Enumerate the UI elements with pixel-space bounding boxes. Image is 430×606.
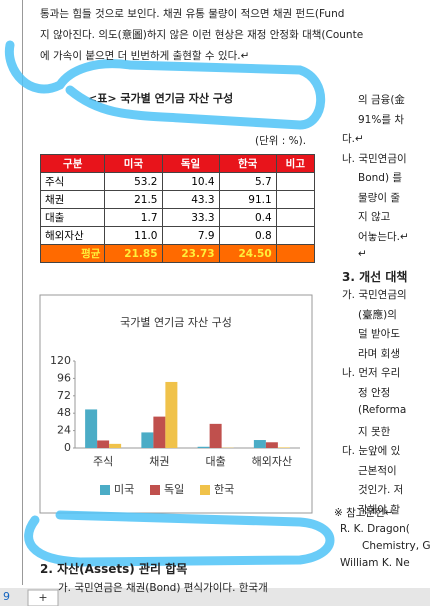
legend-swatch	[200, 485, 210, 495]
table-cell: 비고	[275, 154, 316, 173]
table-cell: 한국	[218, 154, 277, 173]
text-line: 각해야 할	[358, 503, 400, 516]
table-cell: 해외자산	[39, 226, 106, 245]
text-line: 정 안정	[358, 386, 391, 399]
text-line: 물량이 줄	[358, 191, 400, 204]
status-bar	[0, 588, 430, 606]
table-cell: 독일	[161, 154, 220, 173]
table-cell	[275, 244, 316, 263]
table-cell: 10.4	[161, 172, 220, 191]
text-line: 어놓는다.↵	[358, 230, 409, 243]
text-line: 다. 눈앞에 있	[342, 445, 401, 457]
x-tick-label: 주식	[93, 455, 113, 468]
y-tick-label: 0	[64, 441, 71, 454]
text-line: 가. 국민연금의	[342, 289, 407, 301]
bar	[165, 381, 178, 448]
bar	[197, 446, 210, 448]
bar	[109, 443, 122, 448]
text-line: 통과는 힘들 것으로 보인다. 채권 유통 물량이 적으면 채권 펀드(Fund	[40, 8, 345, 20]
table-cell: 대출	[39, 208, 106, 227]
add-tab-icon: +	[38, 591, 47, 604]
text-line: 지 않고	[358, 211, 391, 223]
y-tick-label: 96	[57, 371, 71, 384]
bar	[253, 440, 266, 448]
table-row: 채권 21.5 43.3 91.1	[39, 190, 316, 209]
table-cell: 7.9	[161, 226, 220, 245]
x-tick-label: 대출	[206, 455, 226, 468]
section-heading: 2. 자산(Assets) 관리 합목	[40, 562, 188, 576]
text-line: 91%를 차	[358, 113, 404, 126]
table-cell: 평균	[39, 244, 106, 263]
y-tick-label: 120	[50, 354, 71, 367]
x-tick-label: 채권	[149, 455, 169, 468]
text-line: 덜 받아도	[358, 328, 400, 340]
bar	[97, 440, 110, 448]
caption: <표> 국가별 연기금 자산 구성	[88, 92, 234, 105]
legend-swatch	[100, 485, 110, 495]
table-cell: 23.73	[161, 244, 220, 263]
text-line: (臺應)의	[358, 308, 397, 321]
bar	[265, 442, 278, 448]
bar	[277, 447, 290, 448]
text-line: 지 못한	[358, 425, 391, 438]
table-cell: 주식	[39, 172, 106, 191]
table-cell: 21.5	[104, 190, 163, 209]
scribble	[4, 40, 326, 130]
text-line: 라며 회생	[358, 347, 400, 360]
y-tick-label: 24	[57, 424, 71, 437]
text-line: 지 않아진다. 의도(意圖)하지 않은 이런 현상은 재정 안정화 대책(Cou…	[40, 29, 364, 41]
chart-title: 국가별 연기금 자산 구성	[120, 316, 232, 329]
text-line: 에 가속이 붙으면 더 빈번하게 출현할 수 있다.↵	[40, 50, 250, 62]
table-cell: 24.50	[218, 244, 277, 263]
table-cell: 채권	[39, 190, 106, 209]
text-line: 다.↵	[342, 133, 364, 145]
table-cell: 21.85	[104, 244, 163, 263]
text-line: 것인가. 저	[358, 484, 404, 496]
text-line: 가. 국민연금은 채권(Bond) 편식가이다. 한국개	[58, 582, 268, 594]
add-tab[interactable]	[27, 589, 59, 606]
text-line: 3. 개선 대책	[342, 269, 408, 284]
page-number: 9	[3, 590, 10, 603]
text-line: 나. 먼저 우리	[342, 367, 401, 379]
table-cell: 5.7	[218, 172, 277, 191]
y-tick-label: 72	[57, 389, 71, 402]
text-line: (Reforma	[358, 404, 407, 416]
text-line: 의 금융(金	[358, 94, 405, 106]
text-line: 근본적이	[358, 464, 397, 477]
references-title: ※ 참고문헌↵	[334, 507, 394, 519]
text-line: ↵	[358, 248, 367, 260]
legend-label: 독일	[164, 482, 184, 496]
y-tick-label: 48	[57, 406, 71, 419]
legend-label: 미국	[114, 483, 134, 496]
unit: (단위 : %).	[255, 135, 307, 147]
table-row: 해외자산 11.0 7.9 0.8	[39, 226, 316, 245]
bar	[85, 409, 98, 448]
data-table: 구분 미국 독일 한국 비고 주식 53.2 10.4 5.7 채권 21.5 43.3 91.1 대출 1…	[39, 154, 316, 263]
table-cell: 43.3	[161, 190, 220, 209]
text-line: Bond) 를	[358, 172, 403, 184]
legend-swatch	[150, 485, 160, 495]
table-row: 평균 21.85 23.73 24.50	[39, 244, 316, 263]
text-line: 나. 국민연금이	[342, 152, 407, 165]
legend-label: 한국	[214, 483, 234, 496]
reference: R. K. Dragon(	[340, 523, 410, 535]
bar	[209, 423, 222, 448]
reference: William K. Ne	[340, 557, 410, 569]
bar	[141, 432, 154, 448]
x-tick-label: 해외자산	[252, 454, 292, 468]
reference: Chemistry, G	[362, 540, 430, 552]
scribble	[24, 510, 335, 567]
bar	[153, 416, 166, 448]
left-margin	[22, 0, 23, 585]
